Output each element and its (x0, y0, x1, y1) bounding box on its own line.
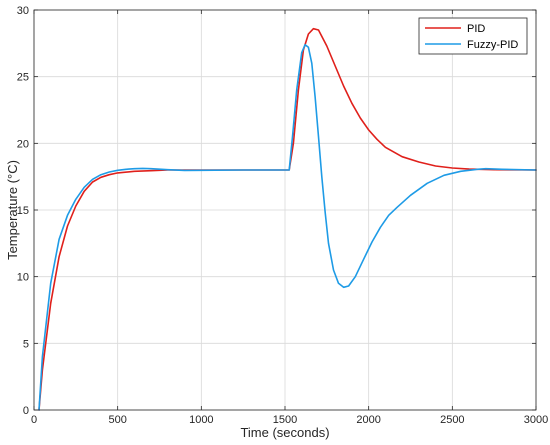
legend-box (418, 17, 528, 55)
y-tick-label: 0 (23, 405, 29, 417)
legend: PID Fuzzy-PID (418, 17, 528, 55)
legend-label-pid: PID (467, 23, 485, 35)
x-tick-label: 0 (31, 414, 37, 426)
y-tick-label: 5 (23, 338, 29, 350)
x-tick-label: 1500 (273, 414, 297, 426)
tick-marks (33, 9, 537, 411)
series-line-pid (38, 27, 537, 411)
x-tick-labels: 0 500 1000 1500 2000 2500 3000 (31, 414, 548, 426)
y-tick-label: 10 (17, 272, 29, 284)
x-tick-label: 2500 (440, 414, 464, 426)
x-tick-label: 3000 (524, 414, 548, 426)
legend-label-fuzzy-pid: Fuzzy-PID (467, 39, 518, 51)
x-tick-label: 500 (108, 414, 126, 426)
y-tick-label: 25 (17, 72, 29, 84)
y-axis-label: Temperature (°C) (5, 160, 20, 260)
series-line-fuzzy-pid (38, 43, 537, 411)
y-tick-labels: 0 5 10 15 20 25 30 (17, 5, 29, 417)
x-axis-label: Time (seconds) (240, 425, 329, 440)
series-layer (38, 27, 537, 411)
y-tick-label: 15 (17, 205, 29, 217)
x-tick-label: 2000 (356, 414, 380, 426)
y-tick-label: 30 (17, 5, 29, 17)
y-tick-label: 20 (17, 138, 29, 150)
x-tick-label: 1000 (189, 414, 213, 426)
